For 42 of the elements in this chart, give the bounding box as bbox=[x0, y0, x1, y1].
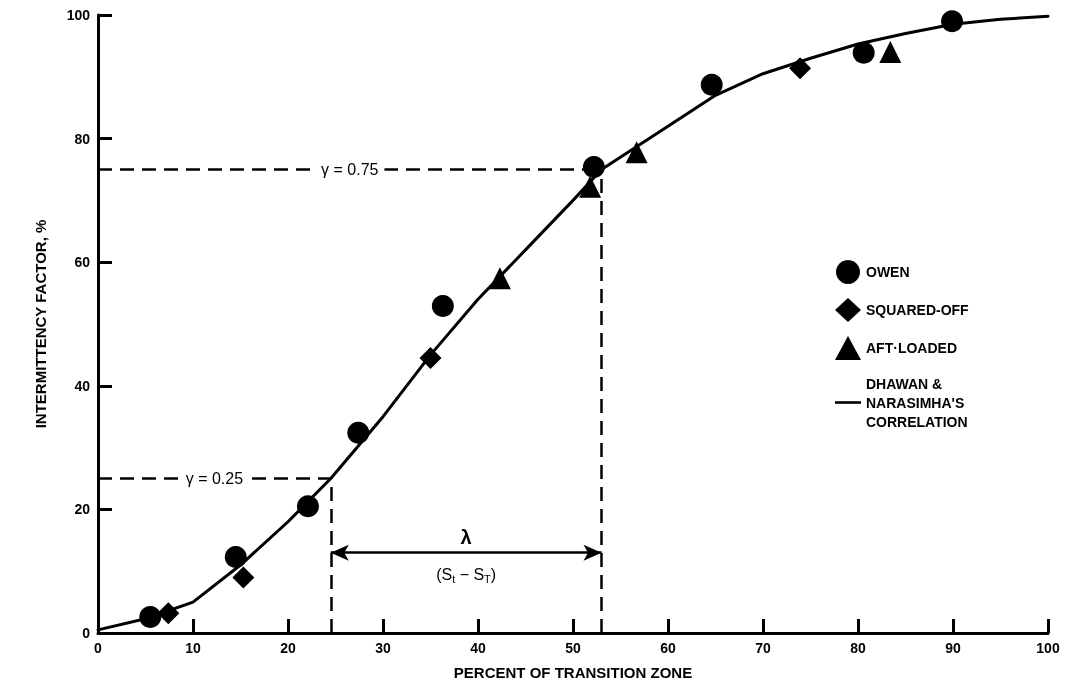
point bbox=[625, 141, 648, 164]
y-axis-title: INTERMITTENCY FACTOR, % bbox=[32, 219, 49, 429]
x-tick-label: 100 bbox=[1036, 640, 1060, 656]
annotation: γ = 0.25 bbox=[185, 470, 244, 487]
x-tick-label: 60 bbox=[660, 640, 676, 656]
point bbox=[232, 566, 255, 589]
annotation: γ = 0.75 bbox=[321, 161, 379, 178]
x-tick-label: 50 bbox=[565, 640, 581, 656]
point bbox=[431, 295, 454, 318]
point bbox=[488, 267, 511, 290]
legend-label: DHAWAN & NARASIMHA'S CORRELATION bbox=[866, 375, 969, 430]
y-tick-label: 0 bbox=[82, 625, 91, 641]
point bbox=[296, 495, 319, 518]
point bbox=[224, 545, 247, 568]
point bbox=[852, 41, 875, 64]
x-tick-label: 40 bbox=[470, 640, 486, 656]
point bbox=[700, 73, 723, 96]
y-tick-label: 40 bbox=[74, 377, 91, 394]
annotation: λ bbox=[460, 525, 472, 548]
legend-label: OWEN bbox=[866, 264, 910, 280]
point bbox=[941, 10, 964, 33]
x-axis-title: PERCENT OF TRANSITION ZONE bbox=[453, 664, 693, 681]
point bbox=[139, 605, 162, 628]
x-tick-label: 90 bbox=[945, 640, 961, 656]
x-tick-label: 30 bbox=[375, 640, 391, 656]
point bbox=[419, 346, 442, 369]
x-tick-label: 70 bbox=[755, 640, 771, 656]
point bbox=[789, 57, 812, 80]
y-tick-label: 60 bbox=[74, 254, 91, 271]
x-tick-label: 20 bbox=[280, 640, 296, 656]
point bbox=[579, 175, 602, 198]
point bbox=[347, 421, 370, 444]
x-tick-label: 0 bbox=[94, 640, 103, 656]
x-tick-label: 10 bbox=[185, 640, 201, 656]
y-tick-label: 100 bbox=[66, 7, 91, 23]
legend-label: AFT·LOADED bbox=[866, 340, 957, 356]
legend-label: SQUARED-OFF bbox=[866, 302, 970, 318]
point bbox=[157, 602, 180, 625]
y-tick-label: 80 bbox=[74, 130, 91, 147]
y-tick-label: 20 bbox=[74, 501, 91, 518]
point bbox=[879, 41, 902, 64]
x-tick-label: 80 bbox=[850, 640, 866, 656]
